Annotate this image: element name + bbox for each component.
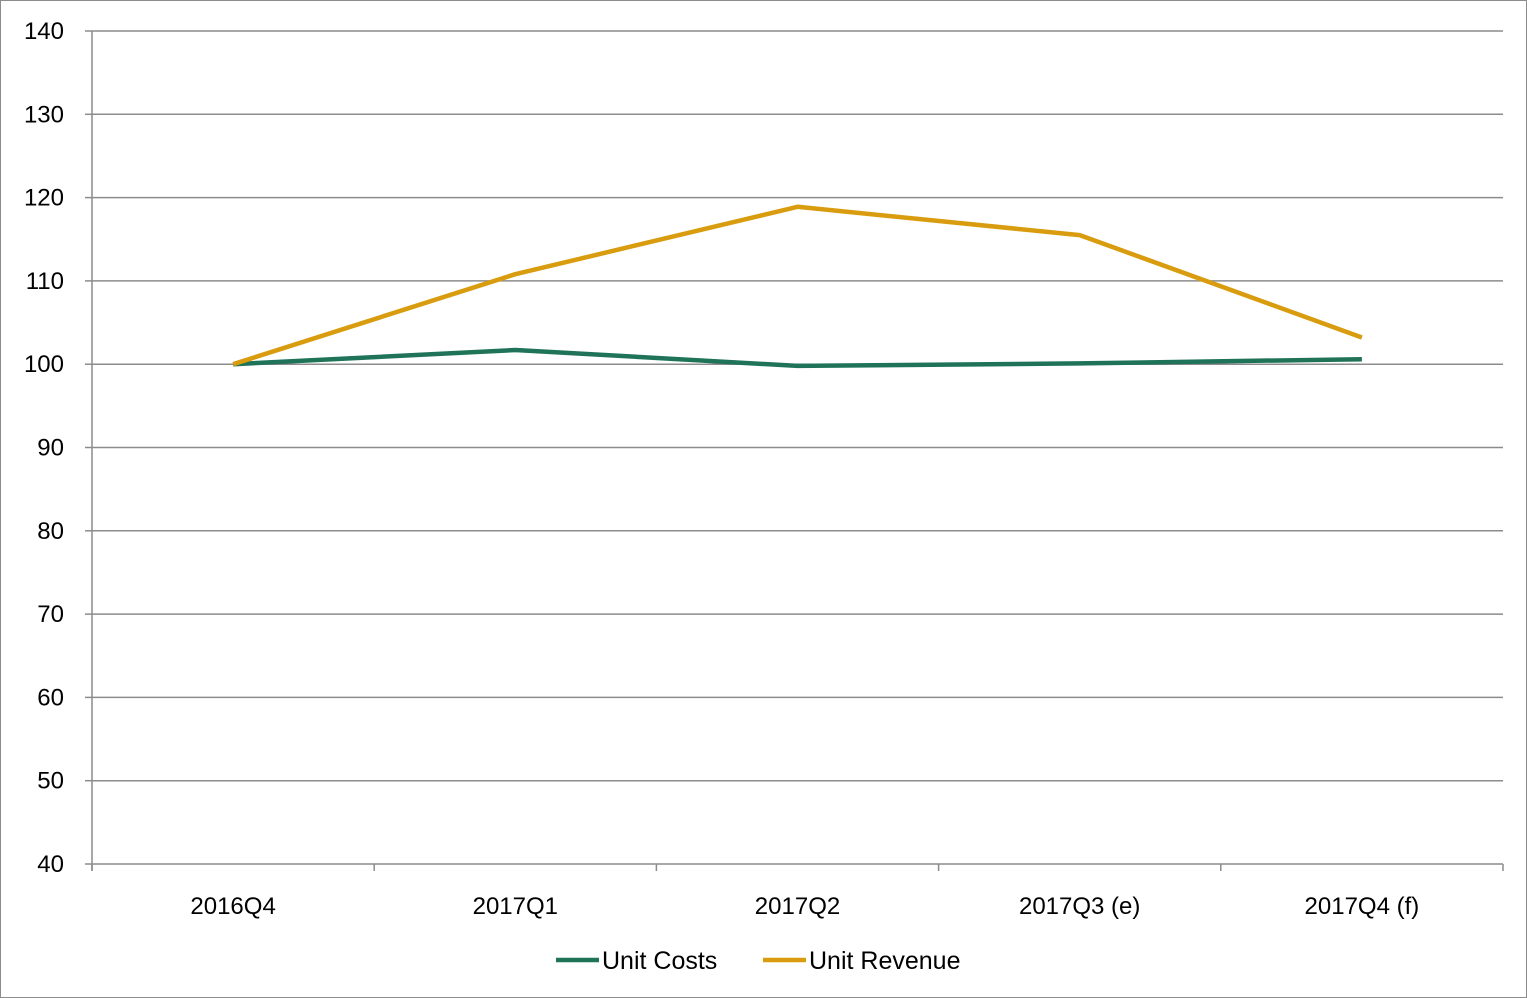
series-lines <box>232 204 1363 369</box>
y-axis: 40 50 60 70 80 90 100 110 120 130 140 <box>24 18 93 878</box>
series-line-unit-revenue <box>232 204 1363 367</box>
y-tick-label: 110 <box>26 268 64 295</box>
y-tick-label: 90 <box>37 435 64 462</box>
y-tick-label: 70 <box>37 601 64 628</box>
y-tick-label: 140 <box>24 18 64 45</box>
x-tick-label: 2017Q4 (f) <box>1305 893 1420 920</box>
y-tick-label: 50 <box>37 768 64 795</box>
x-tick-label: 2017Q2 <box>755 893 840 920</box>
legend-label: Unit Costs <box>602 947 717 975</box>
y-tick-label: 60 <box>37 684 64 711</box>
legend: Unit Costs Unit Revenue <box>556 947 960 975</box>
x-axis: 2016Q4 2017Q1 2017Q2 2017Q3 (e) 2017Q4 (f) <box>91 863 1504 920</box>
x-tick-label: 2017Q1 <box>473 893 558 920</box>
legend-label: Unit Revenue <box>809 947 960 975</box>
y-tick-label: 130 <box>24 101 64 128</box>
x-tick-label: 2017Q3 (e) <box>1019 893 1140 920</box>
y-tick-label: 120 <box>24 185 64 212</box>
y-tick-label: 40 <box>37 851 64 878</box>
gridlines <box>92 30 1503 782</box>
x-tick-label: 2016Q4 <box>190 893 275 920</box>
y-tick-label: 100 <box>24 351 64 378</box>
y-tick-label: 80 <box>37 518 64 545</box>
